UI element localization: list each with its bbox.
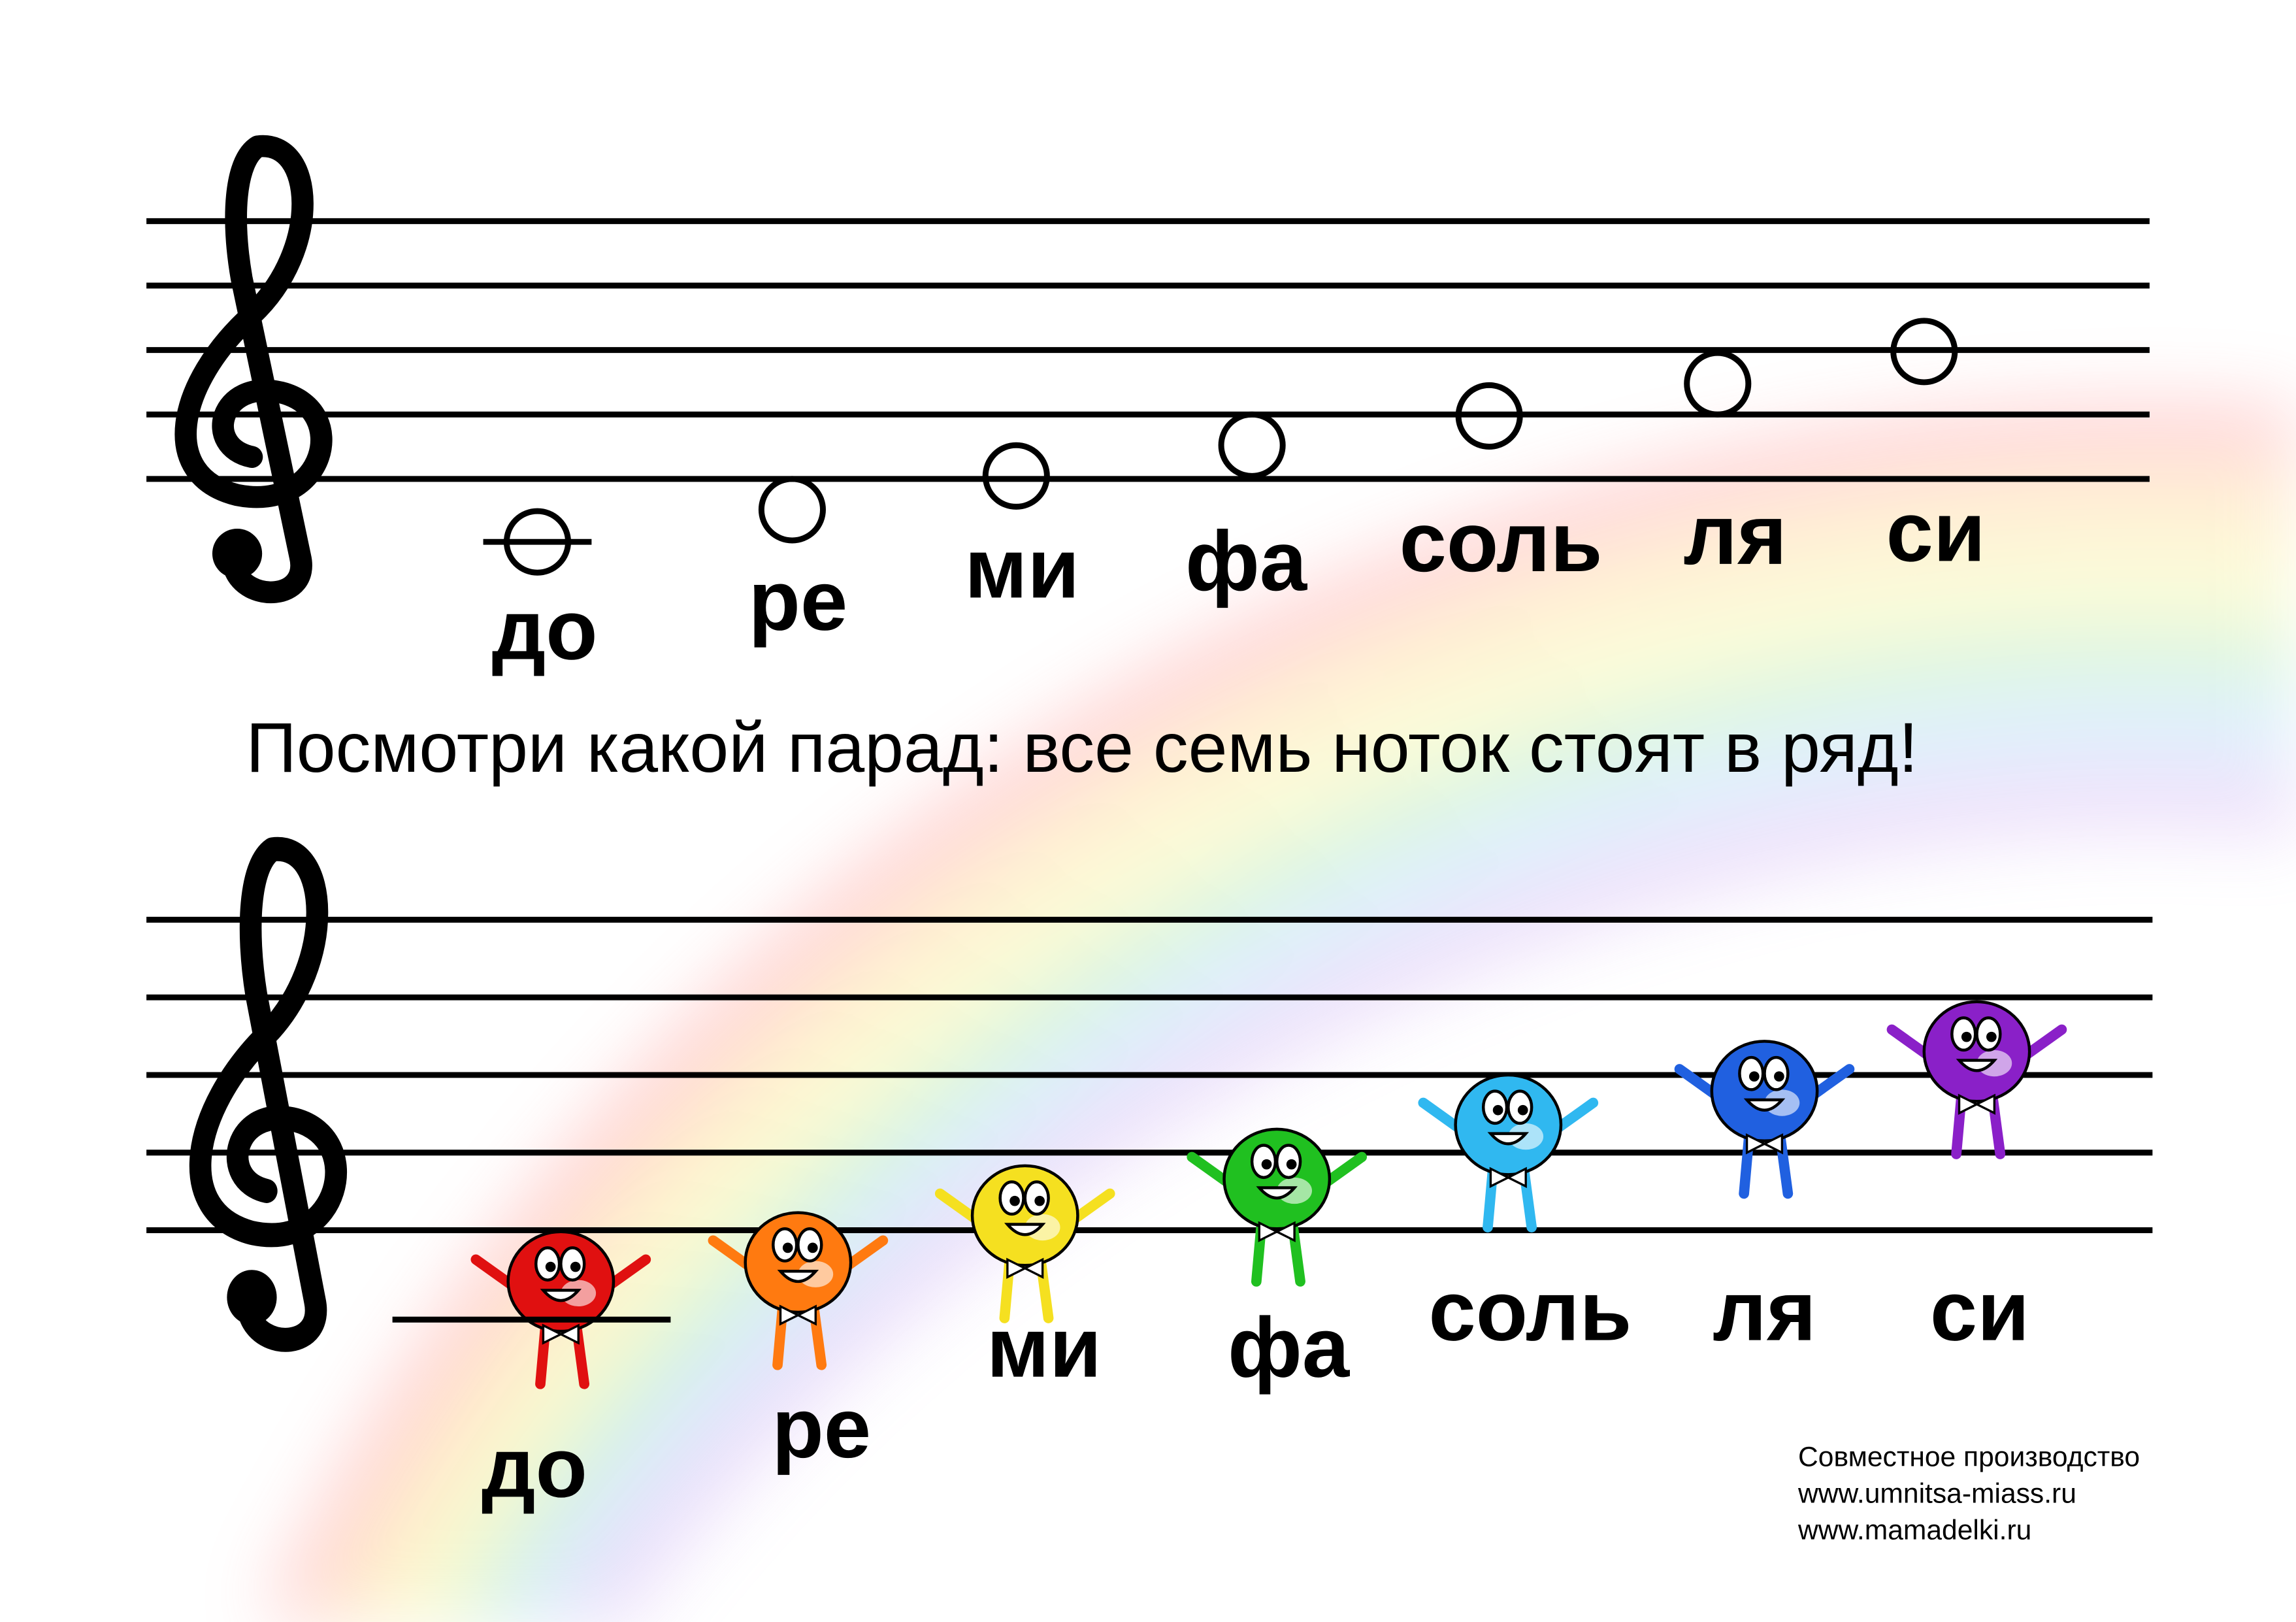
- highlight: [1277, 1177, 1312, 1204]
- pupil: [1748, 1071, 1760, 1082]
- note-label: ми: [964, 520, 1079, 616]
- highlight: [1508, 1123, 1544, 1150]
- note-head: [1455, 382, 1523, 450]
- top-staff: [146, 218, 2150, 545]
- notes: [503, 318, 1958, 576]
- pupil: [1517, 1104, 1528, 1116]
- mouth: [1956, 1059, 1998, 1072]
- mouth: [777, 1270, 819, 1283]
- credit-line: www.umnitsa-miass.ru: [1797, 1478, 2076, 1509]
- pupil: [1492, 1104, 1503, 1116]
- note-label: ре: [749, 553, 848, 648]
- note-character: [708, 1211, 889, 1370]
- body: [506, 1230, 615, 1333]
- caption: Посмотри какой парад: все семь ноток сто…: [246, 708, 1918, 787]
- note-head: [982, 442, 1050, 510]
- body: [970, 1164, 1079, 1267]
- note-characters: [470, 1000, 2067, 1389]
- body: [1454, 1073, 1563, 1176]
- highlight: [1764, 1089, 1800, 1116]
- pupil: [1261, 1159, 1272, 1170]
- body: [1222, 1127, 1332, 1231]
- mouth: [1256, 1186, 1298, 1200]
- pupil: [1034, 1195, 1045, 1206]
- note-character: [1886, 1000, 2067, 1159]
- bow-tie: [1489, 1167, 1527, 1188]
- note-label: до: [482, 1419, 587, 1515]
- highlight: [798, 1261, 834, 1287]
- highlight: [1025, 1214, 1060, 1241]
- note-head: [1684, 350, 1752, 418]
- pupil: [1009, 1195, 1020, 1206]
- credits: Совместное производство www.umnitsa-mias…: [1797, 1441, 2140, 1546]
- credit-line: Совместное производство: [1798, 1441, 2140, 1472]
- mouth: [1004, 1223, 1046, 1236]
- bow-tie: [542, 1323, 580, 1345]
- pupil: [570, 1261, 581, 1272]
- note-label: ля: [1713, 1263, 1816, 1359]
- treble-clef: [201, 849, 336, 1340]
- note-character: [1418, 1073, 1599, 1233]
- note-label: соль: [1428, 1263, 1632, 1359]
- note-label: си: [1886, 484, 1986, 579]
- bottom-staff: [146, 916, 2153, 1233]
- highlight: [1976, 1050, 2012, 1077]
- pupil: [1286, 1159, 1297, 1170]
- bow-tie: [779, 1304, 817, 1326]
- pupil: [1986, 1031, 1997, 1042]
- note-label: си: [1930, 1263, 2029, 1359]
- mouth: [1487, 1132, 1530, 1146]
- note-label: до: [492, 582, 598, 677]
- pupil: [1961, 1031, 1972, 1042]
- body: [1710, 1040, 1819, 1143]
- note-head: [503, 508, 572, 576]
- pupil: [545, 1261, 556, 1272]
- note-label: фа: [1185, 513, 1308, 608]
- note-character: [1187, 1127, 1368, 1287]
- note-label: ре: [772, 1380, 871, 1476]
- note-head: [1218, 411, 1286, 479]
- note-head: [758, 476, 826, 544]
- note-label: фа: [1228, 1300, 1351, 1395]
- credit-line: www.mamadelki.ru: [1797, 1514, 2031, 1546]
- note-label: соль: [1400, 494, 1603, 589]
- note-head: [1890, 318, 1958, 386]
- mouth: [1743, 1098, 1786, 1112]
- bow-tie: [1958, 1093, 1996, 1115]
- note-label: ми: [987, 1300, 1102, 1395]
- bow-tie: [1745, 1133, 1784, 1155]
- pupil: [1774, 1071, 1784, 1082]
- highlight: [561, 1280, 597, 1307]
- treble-clef: [186, 146, 321, 593]
- note-character: [1674, 1040, 1855, 1199]
- pupil: [807, 1242, 818, 1253]
- body: [1922, 1000, 2031, 1103]
- mouth: [540, 1289, 582, 1302]
- bow-tie: [1258, 1221, 1296, 1242]
- pupil: [782, 1242, 793, 1253]
- bow-tie: [1006, 1257, 1044, 1279]
- note-character: [934, 1164, 1115, 1323]
- note-label: ля: [1683, 487, 1786, 582]
- body: [744, 1211, 853, 1314]
- note-character: [470, 1230, 651, 1389]
